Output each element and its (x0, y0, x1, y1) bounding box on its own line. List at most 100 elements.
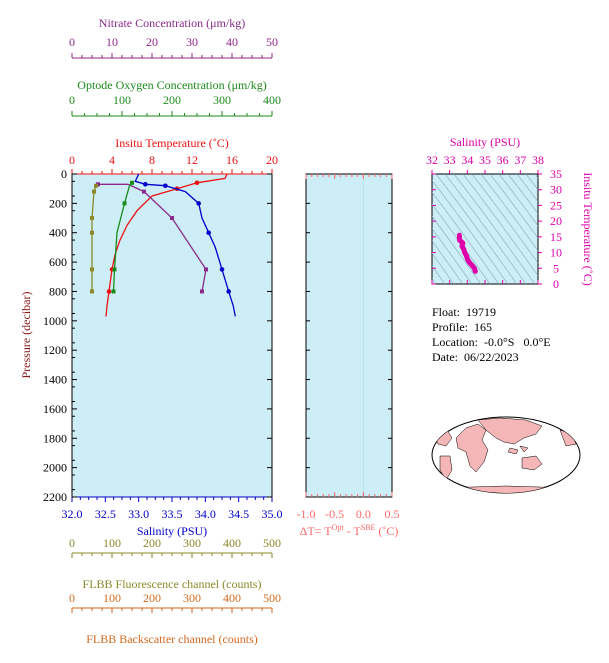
ts-x-tick-label: 34 (461, 153, 473, 167)
fluorescence-marker (90, 230, 94, 235)
pressure-tick-label: 800 (49, 284, 67, 298)
backscatter-tick-label: 100 (103, 591, 121, 605)
salinity-marker (143, 181, 148, 187)
nitrate-tick-label: 0 (69, 35, 75, 49)
nitrate-marker (142, 189, 146, 194)
salinity-tick-label: 33.0 (128, 507, 149, 521)
oxygen-axis-label: Optode Oxygen Concentration (μm/kg) (77, 78, 266, 92)
ts-point (460, 240, 466, 246)
pressure-tick-label: 200 (49, 196, 67, 210)
ts-point (457, 237, 462, 243)
date-label: Date: (432, 350, 458, 364)
float-row: Float: 19719 (432, 305, 551, 320)
fluorescence-tick-label: 300 (183, 536, 201, 550)
fluorescence-tick-label: 200 (143, 536, 161, 550)
density-contours (432, 174, 538, 284)
ts-y-tick-label: 25 (550, 198, 562, 212)
temperature-tick-label: 8 (149, 153, 155, 167)
oxygen-tick-label: 300 (213, 93, 231, 107)
nitrate-axis-label: Nitrate Concentration (μm/kg) (99, 16, 245, 30)
fluorescence-tick-label: 100 (103, 536, 121, 550)
pressure-tick-label: 1800 (43, 431, 67, 445)
delta-tick-label: -0.5 (325, 507, 344, 521)
delta-tick-label: 0.5 (385, 507, 400, 521)
density-contour (444, 174, 527, 284)
delta-t-axis-label: ΔT= TOpt - TSBE (˚C) (300, 523, 399, 538)
pressure-tick-label: 400 (49, 226, 67, 240)
fluorescence-tick-label: 0 (69, 536, 75, 550)
salinity-tick-label: 33.5 (162, 507, 183, 521)
temperature-marker (106, 289, 112, 294)
ts-point (472, 266, 477, 271)
pressure-tick-label: 1200 (43, 343, 67, 357)
date-value: 06/22/2023 (464, 350, 519, 364)
density-contour (525, 174, 538, 191)
location-label: Location: (432, 335, 478, 349)
oxygen-tick-label: 200 (163, 93, 181, 107)
salinity-tick-label: 34.5 (228, 507, 249, 521)
fluorescence-marker (92, 189, 96, 194)
salinity-marker (206, 230, 211, 236)
ts-x-tick-label: 37 (514, 153, 526, 167)
date-row: Date: 06/22/2023 (432, 350, 551, 365)
temperature-axis-label: Insitu Temperature (˚C) (115, 136, 229, 150)
ts-x-tick-label: 35 (479, 153, 491, 167)
salinity-marker (196, 201, 201, 206)
density-contour (432, 215, 482, 284)
float-label: Float: (432, 305, 461, 319)
delta-tick-label: -1.0 (297, 507, 316, 521)
pressure-axis-label: Pressure (decibar) (19, 292, 33, 379)
main-plot-area (71, 173, 273, 498)
ts-point (469, 262, 474, 268)
nitrate-profile-line (98, 183, 207, 292)
backscatter-tick-label: 300 (183, 591, 201, 605)
backscatter-tick-label: 200 (143, 591, 161, 605)
profile-value: 165 (474, 320, 492, 334)
oxygen-marker (122, 201, 127, 206)
temperature-tick-label: 20 (266, 153, 278, 167)
delta-tick-label: 0.0 (356, 507, 371, 521)
temperature-tick-label: 0 (69, 153, 75, 167)
density-contour (507, 174, 538, 215)
nitrate-marker (170, 216, 174, 221)
density-contour (534, 174, 538, 179)
density-contour (432, 203, 491, 284)
salinity-marker (163, 183, 168, 189)
pressure-tick-label: 2200 (43, 490, 67, 504)
delta-t-plot-area (305, 173, 393, 498)
ts-y-tick-label: 5 (553, 261, 559, 275)
ts-x-tick-label: 38 (532, 153, 544, 167)
ts-y-tick-label: 0 (553, 277, 559, 291)
oxygen-tick-label: 0 (69, 93, 75, 107)
oxygen-marker (111, 289, 116, 294)
ts-y-tick-label: 30 (550, 183, 562, 197)
density-contour (471, 174, 538, 264)
temperature-marker (194, 180, 200, 186)
pressure-tick-label: 2000 (43, 461, 67, 475)
fluorescence-tick-label: 400 (223, 536, 241, 550)
ts-y-tick-label: 35 (550, 167, 562, 181)
oxygen-tick-label: 100 (113, 93, 131, 107)
density-contour (432, 191, 500, 284)
temperature-tick-label: 12 (186, 153, 198, 167)
salinity-tick-label: 32.0 (62, 507, 83, 521)
oxygen-marker (130, 180, 134, 185)
float-value: 19719 (466, 305, 497, 319)
pressure-tick-label: 600 (49, 255, 67, 269)
fluorescence-marker (94, 183, 98, 188)
ts-point (457, 233, 462, 238)
backscatter-tick-label: 500 (263, 591, 281, 605)
backscatter-tick-label: 400 (223, 591, 241, 605)
density-contour (462, 174, 538, 277)
fluorescence-marker (90, 267, 94, 272)
nitrate-tick-label: 50 (266, 35, 278, 49)
ts-y-tick-label: 20 (550, 214, 562, 228)
ts-y-axis-label: Insitu Temperature (˚C) (581, 172, 595, 286)
fluorescence-axis-label: FLBB Fluorescence channel (counts) (83, 577, 262, 591)
profile-row: Profile: 165 (432, 320, 551, 335)
nitrate-tick-label: 10 (106, 35, 118, 49)
density-contour (489, 174, 538, 239)
density-contour (453, 174, 536, 284)
salinity-tick-label: 35.0 (262, 507, 283, 521)
